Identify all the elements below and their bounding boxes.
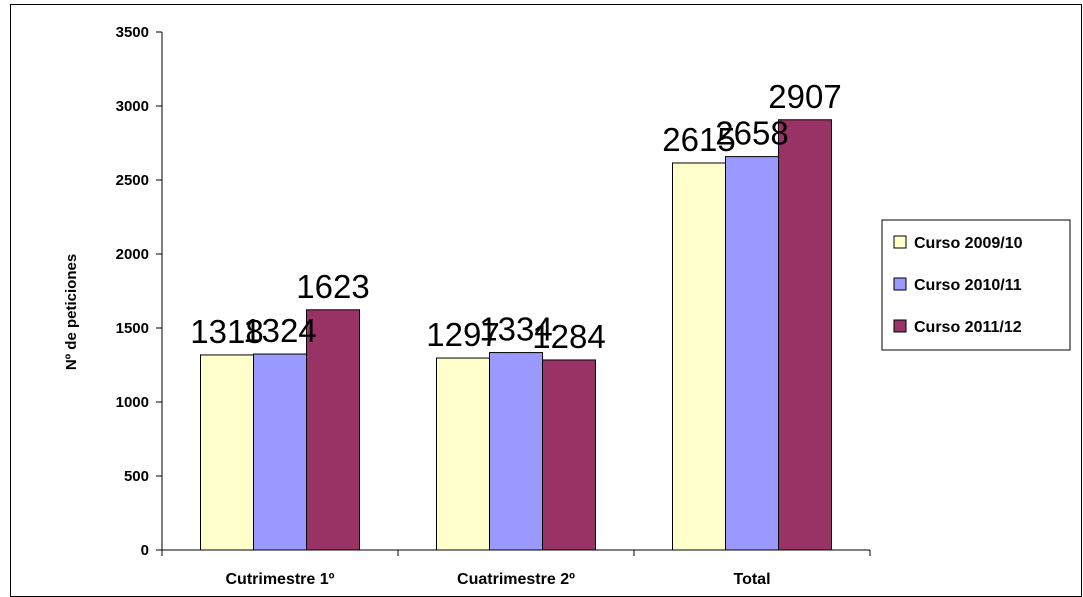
bars-group [200,119,832,551]
bar [489,352,543,551]
data-label: 1284 [532,318,605,355]
y-tick-label: 2500 [116,172,149,189]
data-label: 1324 [243,312,316,349]
data-label: 2615 [662,121,735,158]
bar [672,162,726,551]
bar [306,309,360,551]
legend-label: Curso 2009/10 [914,235,1023,252]
y-tick-label: 1000 [116,394,149,411]
y-tick-label: 500 [124,468,149,485]
bar [778,119,832,551]
data-label: 1623 [296,268,369,305]
data-label: 2907 [768,78,841,115]
bar [542,359,596,551]
data-label: 2658 [715,115,788,152]
x-category-label: Total [733,571,770,588]
legend-swatch [893,277,907,291]
legend-swatch [893,235,907,249]
y-tick-label: 0 [141,542,149,559]
x-category-label: Cutrimestre 1º [226,571,335,588]
legend-label: Curso 2010/11 [914,277,1022,294]
legend: Curso 2009/10 Curso 2010/11 Curso 2011/12 [881,219,1071,351]
legend-swatch [893,319,907,333]
data-label: 1318 [190,313,263,350]
y-tick-label: 3000 [116,98,149,115]
y-tick-label: 1500 [116,320,149,337]
x-category-label: Cuatrimestre 2º [457,571,575,588]
y-tick-label: 2000 [116,246,149,263]
legend-label: Curso 2011/12 [914,319,1022,336]
y-axis-label: Nº de peticiones [63,254,80,370]
y-tick-label: 3500 [116,24,149,41]
bar [725,156,779,551]
data-label: 1334 [479,311,552,348]
bar [436,357,490,551]
data-label: 1297 [426,316,499,353]
bar [200,354,254,551]
legend-box [881,219,1071,351]
bar [253,353,307,551]
